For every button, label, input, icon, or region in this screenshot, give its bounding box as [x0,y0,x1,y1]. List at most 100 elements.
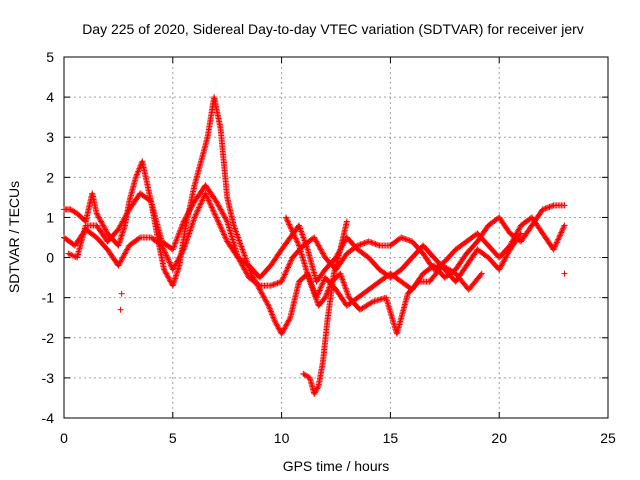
data-point [94,211,101,218]
data-point [289,228,296,235]
data-point [285,263,292,270]
data-point [170,245,177,252]
y-tick-label: 3 [46,129,54,145]
data-point [552,242,559,249]
data-point [103,227,110,234]
data-point [179,247,186,254]
data-point [274,322,281,329]
data-point [95,213,102,220]
data-point [368,239,375,246]
data-point [177,253,184,260]
data-point [222,214,229,221]
data-point [123,247,130,254]
data-point [121,251,128,258]
data-point [160,245,167,252]
data-point [504,251,511,258]
data-point [166,275,173,282]
data-point [514,229,521,236]
data-point [222,215,229,222]
data-point [219,209,226,216]
data-point [240,265,247,272]
data-point [196,203,203,210]
data-point [499,261,506,268]
data-point [317,246,324,253]
data-point [556,233,563,240]
data-point [357,241,364,248]
data-point [311,390,318,397]
y-tick-label: -1 [42,290,55,306]
data-point [284,265,291,272]
data-point [551,243,558,250]
data-point [163,252,170,259]
data-point [119,254,126,261]
data-point [313,386,320,393]
data-point [180,218,187,225]
data-point [66,251,73,258]
data-point [360,240,367,247]
data-point [203,193,210,200]
data-point [161,248,168,255]
data-point [174,233,181,240]
data-point [177,225,184,232]
data-point [561,202,568,209]
data-point [160,246,167,253]
data-point [179,221,186,228]
data-point [217,206,224,213]
data-point [323,291,330,298]
data-point [174,257,181,264]
data-point [96,215,103,222]
data-point [403,236,410,243]
data-point [218,207,225,214]
data-point [285,318,292,325]
data-point [286,221,293,228]
data-point [274,324,281,331]
data-point [319,249,326,256]
data-point [207,201,214,208]
data-point [367,239,373,246]
data-point [283,215,290,222]
data-point [184,211,191,218]
data-point [284,217,291,224]
data-point [545,204,552,211]
data-point [133,171,140,178]
data-point [135,168,142,175]
data-point [294,238,301,245]
data-point [186,207,193,214]
data-point [133,172,140,179]
data-point [214,217,221,224]
data-point [209,205,216,212]
data-point [169,266,176,273]
data-point [174,258,181,265]
data-point [205,197,212,204]
data-point [258,289,265,296]
data-point [269,282,276,289]
data-point [259,290,266,297]
x-tick-label: 5 [169,430,177,446]
data-point [561,222,568,229]
data-point [162,249,169,256]
data-point [167,260,174,267]
data-point [284,218,291,225]
data-point [260,293,267,300]
data-point [282,270,289,277]
data-point [269,312,276,319]
data-point [318,247,325,254]
data-point [187,205,194,212]
data-point [121,250,128,257]
data-point [202,190,209,197]
data-point [557,230,564,237]
data-point [285,317,292,324]
data-point [216,205,223,212]
data-point [362,239,369,246]
data-point [217,222,224,229]
data-point [515,226,522,233]
data-point [547,203,554,210]
data-point [124,210,131,217]
data-point [176,230,183,237]
data-point [215,220,222,227]
data-point [266,304,273,311]
data-point [189,202,196,209]
x-tick-label: 15 [383,430,399,446]
data-point [185,210,192,217]
